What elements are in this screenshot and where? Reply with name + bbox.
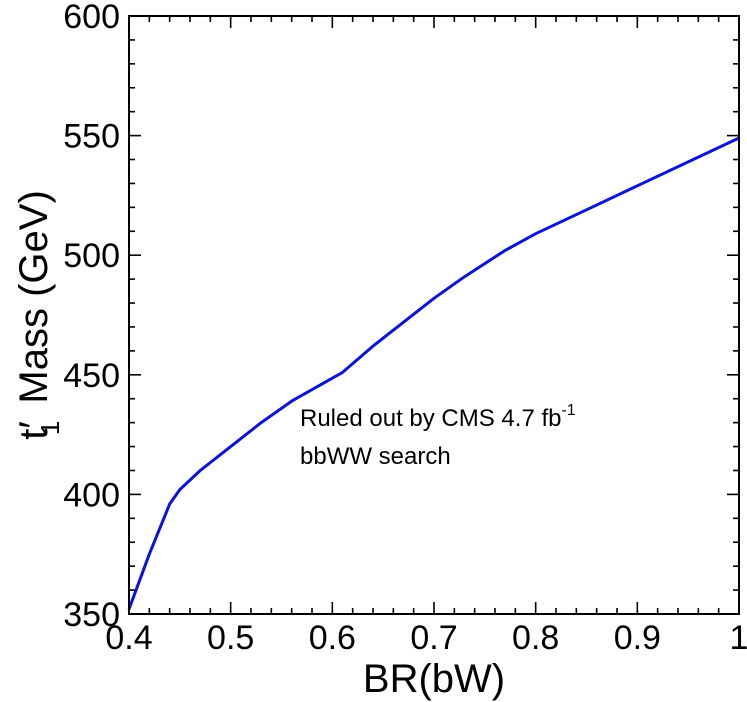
axis-ticks [128,15,740,615]
y-axis-label-rest: Mass (GeV) [12,190,56,414]
y-axis-label-main: t [12,429,56,440]
y-tick-label: 450 [63,357,120,395]
annotation-superscript: -1 [561,402,575,419]
annotation-line2: bbWW search [300,443,451,470]
x-tick-label: 1 [730,619,747,657]
plot-frame [128,15,740,615]
x-tick-label: 0.7 [410,619,457,657]
x-tick-label: 0.9 [614,619,661,657]
y-axis-label: t′1 Mass (GeV) [12,190,65,440]
y-tick-label: 350 [63,596,120,634]
y-tick-label: 400 [63,476,120,514]
tick-labels: 0.4 0.5 0.6 0.7 0.8 0.9 1 350 400 450 500 550 600 [63,0,747,657]
annotation-line1: Ruled out by CMS 4.7 fb [300,405,561,432]
x-tick-label: 0.4 [105,619,152,657]
annotation: Ruled out by CMS 4.7 fb-1 [300,402,576,432]
y-tick-label: 550 [63,118,120,156]
y-tick-label: 600 [63,0,120,36]
x-tick-label: 0.8 [512,619,559,657]
series-line [127,136,740,610]
x-tick-label: 0.6 [309,619,356,657]
y-axis-label-prime: ′ [12,421,56,429]
series-layer [127,136,740,610]
x-tick-label: 0.5 [207,619,254,657]
y-tick-label: 500 [63,237,120,275]
svg-text:t′1 Mass (GeV): t′1 Mass (GeV) [12,190,65,440]
x-axis-label: BR(bW) [363,657,505,701]
y-axis-label-sub: 1 [35,421,65,435]
